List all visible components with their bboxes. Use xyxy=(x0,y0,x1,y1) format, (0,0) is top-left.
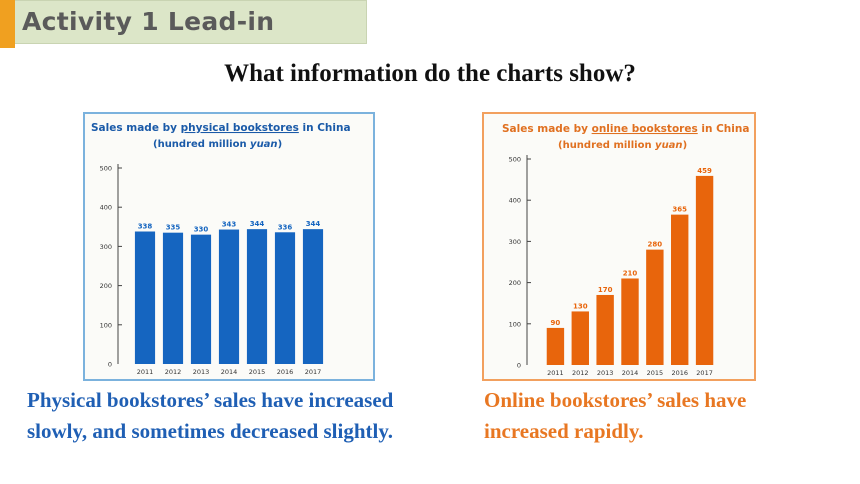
physical-bar xyxy=(274,232,296,364)
physical-caption: Physical bookstores’ sales have increase… xyxy=(27,385,393,447)
online-title-suffix: in China xyxy=(698,123,750,135)
physical-chart-svg: Sales made by physical bookstores in Chi… xyxy=(91,122,351,376)
online-bar-value-label: 90 xyxy=(551,319,561,327)
online-bar-value-label: 170 xyxy=(598,286,613,294)
online-bar xyxy=(671,214,689,365)
question-heading: What information do the charts show? xyxy=(224,60,636,87)
online-bar-value-label: 280 xyxy=(648,241,663,249)
online-bar-value-label: 459 xyxy=(697,167,712,175)
online-caption-line-1: Online bookstores’ sales have xyxy=(484,388,747,412)
physical-subtitle-italic: yuan xyxy=(250,139,278,150)
online-bar xyxy=(546,327,565,365)
physical-x-tick-label: 2017 xyxy=(305,368,322,376)
online-x-tick-label: 2011 xyxy=(547,369,564,377)
physical-bar-value-label: 335 xyxy=(166,224,181,232)
physical-y-tick-label: 500 xyxy=(100,165,112,173)
online-x-tick-label: 2014 xyxy=(622,369,639,377)
physical-bar xyxy=(302,229,324,364)
online-chart-svg: Sales made by online bookstores in China… xyxy=(502,123,749,377)
physical-x-tick-label: 2011 xyxy=(137,368,154,376)
physical-bar xyxy=(218,229,240,364)
online-title-prefix: Sales made by xyxy=(502,123,592,135)
physical-chart-subtitle: (hundred million yuan) xyxy=(153,139,282,150)
physical-bar-value-label: 330 xyxy=(194,226,209,234)
online-bar xyxy=(621,278,639,365)
physical-y-tick-label: 0 xyxy=(108,361,112,369)
online-subtitle-prefix: (hundred million xyxy=(558,140,655,151)
physical-subtitle-prefix: (hundred million xyxy=(153,139,250,150)
online-y-tick-label: 500 xyxy=(509,156,521,164)
online-x-tick-label: 2016 xyxy=(671,369,688,377)
physical-subtitle-suffix: ) xyxy=(278,139,283,150)
physical-bar-value-label: 343 xyxy=(222,221,237,229)
online-title-underlined: online bookstores xyxy=(592,123,698,135)
online-bar xyxy=(695,175,714,365)
online-x-tick-label: 2017 xyxy=(696,369,713,377)
physical-bar-value-label: 344 xyxy=(250,220,265,228)
physical-bar-value-label: 338 xyxy=(138,223,153,231)
physical-bar-value-label: 344 xyxy=(306,220,321,228)
online-subtitle-suffix: ) xyxy=(683,140,688,151)
physical-caption-line-2: slowly, and sometimes decreased slightly… xyxy=(27,419,393,443)
physical-bar xyxy=(134,231,156,364)
online-caption: Online bookstores’ sales have increased … xyxy=(484,385,746,447)
physical-bar xyxy=(162,232,184,364)
physical-title-suffix: in China xyxy=(299,122,351,134)
online-bookstores-chart: Sales made by online bookstores in China… xyxy=(482,112,756,381)
online-bar xyxy=(596,294,614,365)
physical-y-tick-label: 200 xyxy=(100,282,112,290)
online-bar xyxy=(571,311,589,365)
online-chart-subtitle: (hundred million yuan) xyxy=(558,140,687,151)
online-bar xyxy=(646,249,664,365)
section-title: Activity 1 Lead-in xyxy=(22,7,275,36)
online-y-tick-label: 0 xyxy=(517,362,521,370)
physical-bar xyxy=(246,229,268,364)
physical-y-tick-label: 100 xyxy=(100,321,112,329)
online-bar-value-label: 365 xyxy=(672,206,687,214)
online-y-tick-label: 400 xyxy=(509,197,521,205)
physical-x-tick-label: 2015 xyxy=(249,368,266,376)
physical-bar xyxy=(190,234,212,364)
physical-x-tick-label: 2016 xyxy=(277,368,294,376)
online-caption-line-2: increased rapidly. xyxy=(484,419,644,443)
physical-bar-value-label: 336 xyxy=(278,223,293,231)
online-bar-value-label: 210 xyxy=(623,269,638,277)
physical-caption-line-1: Physical bookstores’ sales have increase… xyxy=(27,388,394,412)
online-y-tick-label: 200 xyxy=(509,279,521,287)
online-y-tick-label: 300 xyxy=(509,238,521,246)
online-x-tick-label: 2013 xyxy=(597,369,614,377)
physical-bookstores-chart: Sales made by physical bookstores in Chi… xyxy=(83,112,375,381)
online-x-tick-label: 2012 xyxy=(572,369,589,377)
online-chart-title: Sales made by online bookstores in China xyxy=(502,123,749,135)
header-accent-bar xyxy=(0,0,15,48)
physical-x-tick-label: 2012 xyxy=(165,368,182,376)
online-bar-value-label: 130 xyxy=(573,302,588,310)
online-subtitle-italic: yuan xyxy=(655,140,683,151)
physical-title-underlined: physical bookstores xyxy=(181,122,299,134)
physical-title-prefix: Sales made by xyxy=(91,122,181,134)
physical-x-tick-label: 2013 xyxy=(193,368,210,376)
physical-x-tick-label: 2014 xyxy=(221,368,238,376)
online-x-tick-label: 2015 xyxy=(647,369,664,377)
physical-chart-title: Sales made by physical bookstores in Chi… xyxy=(91,122,351,134)
physical-y-tick-label: 300 xyxy=(100,243,112,251)
online-y-tick-label: 100 xyxy=(509,320,521,328)
section-header xyxy=(0,0,367,44)
physical-y-tick-label: 400 xyxy=(100,204,112,212)
